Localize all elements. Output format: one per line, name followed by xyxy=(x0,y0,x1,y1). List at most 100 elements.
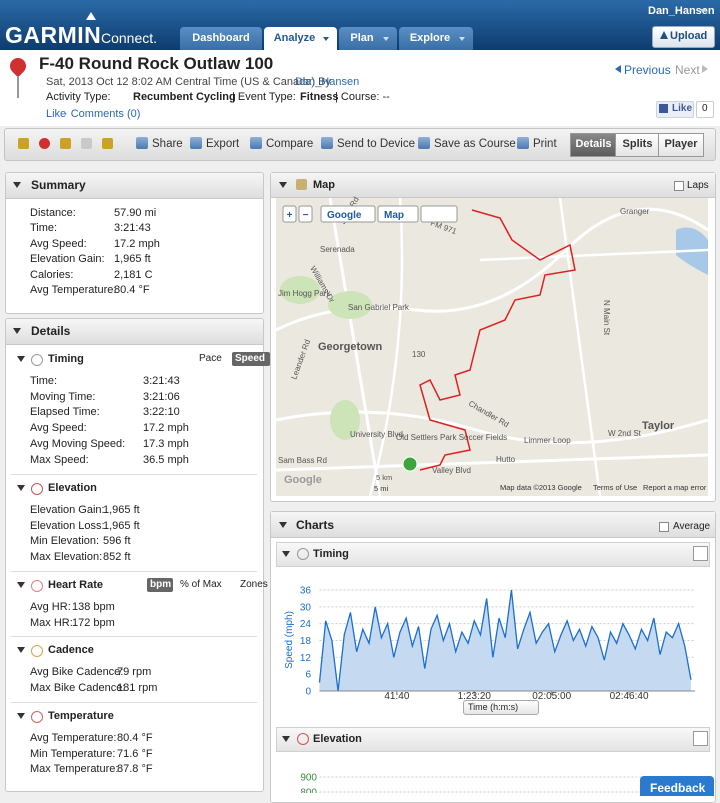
tool-icon[interactable] xyxy=(81,138,92,149)
action-icon[interactable] xyxy=(190,137,202,149)
next-arrow xyxy=(702,65,708,73)
summary-label: Calories: xyxy=(30,268,74,281)
activity-date: Sat, 2013 Oct 12 8:02 AM Central Time (U… xyxy=(46,76,331,88)
nav-tab[interactable] xyxy=(339,27,397,50)
activity-author[interactable]: Dan_Hansen xyxy=(295,76,360,88)
collapse-arrow xyxy=(282,551,290,557)
tool-icon[interactable] xyxy=(60,138,71,149)
summary-value: 57.90 mi xyxy=(114,207,157,219)
toggle[interactable]: Speed xyxy=(235,353,266,364)
next-link[interactable]: Next xyxy=(675,63,700,77)
nav-tab-label[interactable]: Analyze xyxy=(273,32,316,44)
map-label: 5 mi xyxy=(374,484,389,493)
map-label: 5 km xyxy=(376,473,392,482)
previous-arrow xyxy=(615,65,621,73)
start-marker xyxy=(402,456,418,472)
fb-like-label[interactable]: Like xyxy=(672,103,693,114)
expand-button[interactable] xyxy=(693,731,708,746)
nav-tab-label[interactable]: Explore xyxy=(409,32,451,44)
upload-label[interactable]: Upload xyxy=(670,30,708,42)
view-button[interactable] xyxy=(615,133,660,157)
previous-link[interactable]: Previous xyxy=(624,63,671,77)
panel-header xyxy=(271,173,715,198)
action-icon[interactable] xyxy=(418,137,430,149)
section-icon xyxy=(31,711,43,723)
logo: GARMIN xyxy=(5,22,102,48)
tool-icon[interactable] xyxy=(18,138,29,149)
map-control[interactable] xyxy=(282,205,297,223)
tool-icon[interactable] xyxy=(102,138,113,149)
tool-icon[interactable] xyxy=(39,138,50,149)
chart-title: Timing xyxy=(313,548,349,560)
user-name[interactable]: Dan_Hansen xyxy=(648,5,715,17)
y-tick-label: 30 xyxy=(300,602,312,613)
x-tick-label: 1:23:20 xyxy=(458,691,492,702)
map-control[interactable] xyxy=(377,205,419,223)
detail-label: Max Bike Cadence: xyxy=(30,681,126,694)
collapse-arrow xyxy=(282,736,290,742)
comments-link[interactable]: · Comments (0) xyxy=(64,108,141,120)
collapse-arrow xyxy=(17,582,25,588)
panel-header xyxy=(271,512,715,538)
action-icon[interactable] xyxy=(517,137,529,149)
action-label[interactable]: Export xyxy=(206,138,240,150)
summary-label: Elevation Gain: xyxy=(30,253,105,266)
feedback-label[interactable]: Feedback xyxy=(650,781,706,795)
toggle[interactable]: % of Max xyxy=(180,579,222,590)
action-label[interactable]: Save as Course xyxy=(434,138,516,150)
y-tick-label: 0 xyxy=(305,687,311,698)
action-icon[interactable] xyxy=(321,137,333,149)
like-link[interactable]: Like xyxy=(46,108,67,120)
y-tick-label: 36 xyxy=(300,586,312,597)
action-label[interactable]: Share xyxy=(152,138,183,150)
nav-tab-label[interactable]: Plan xyxy=(350,32,374,44)
nav-tab[interactable] xyxy=(180,27,262,50)
action-label[interactable]: Send to Device xyxy=(337,138,415,150)
view-label[interactable]: Splits xyxy=(622,138,653,150)
panel-title: Details xyxy=(31,324,71,338)
view-label[interactable]: Player xyxy=(664,138,698,150)
action-icon[interactable] xyxy=(136,137,148,149)
fb-count: 0 xyxy=(702,103,708,114)
view-label[interactable]: Details xyxy=(575,138,612,150)
x-selector-label[interactable]: Time (h:m:s) xyxy=(468,702,519,712)
x-selector[interactable] xyxy=(463,700,539,715)
action-label[interactable]: Compare xyxy=(266,138,314,150)
map-control[interactable] xyxy=(320,205,376,223)
section-divider xyxy=(11,702,257,703)
activity-type-label: Activity Type: xyxy=(46,91,111,103)
map-label: Terms of Use xyxy=(593,483,637,492)
expand-button[interactable] xyxy=(693,546,708,561)
toggle[interactable]: Zones xyxy=(240,579,268,590)
detail-value: 3:21:06 xyxy=(143,390,180,403)
view-button[interactable] xyxy=(658,133,704,157)
detail-label: Min Elevation: xyxy=(30,535,100,548)
summary-value: 3:21:43 xyxy=(114,222,151,235)
collapse-arrow xyxy=(17,647,25,653)
road xyxy=(328,197,382,497)
collapse-arrow xyxy=(13,328,21,334)
average-checkbox[interactable] xyxy=(659,522,669,532)
chart-icon xyxy=(297,548,309,560)
detail-value: 172 bpm xyxy=(72,616,115,629)
nav-tab[interactable] xyxy=(399,27,473,50)
x-tick-label: 41:40 xyxy=(384,691,409,702)
feedback-tab[interactable] xyxy=(640,776,714,796)
laps-label: Laps xyxy=(687,180,709,191)
user-caret xyxy=(700,9,706,13)
activity-area xyxy=(0,50,720,126)
action-icon[interactable] xyxy=(250,137,262,149)
map-label: Valley Blvd xyxy=(432,466,471,475)
map-control[interactable] xyxy=(298,205,313,223)
nav-tab-label[interactable]: Dashboard xyxy=(192,32,250,44)
toggle[interactable]: bpm xyxy=(150,579,172,590)
panel-title: Map xyxy=(313,179,335,191)
section-icon xyxy=(31,354,43,366)
detail-value: 36.5 mph xyxy=(143,453,189,466)
laps-checkbox[interactable] xyxy=(674,181,684,191)
map-label: 130 xyxy=(412,350,426,359)
action-label[interactable]: Print xyxy=(533,138,557,150)
nav-tab[interactable] xyxy=(264,27,337,50)
toggle[interactable]: Pace xyxy=(199,353,222,364)
